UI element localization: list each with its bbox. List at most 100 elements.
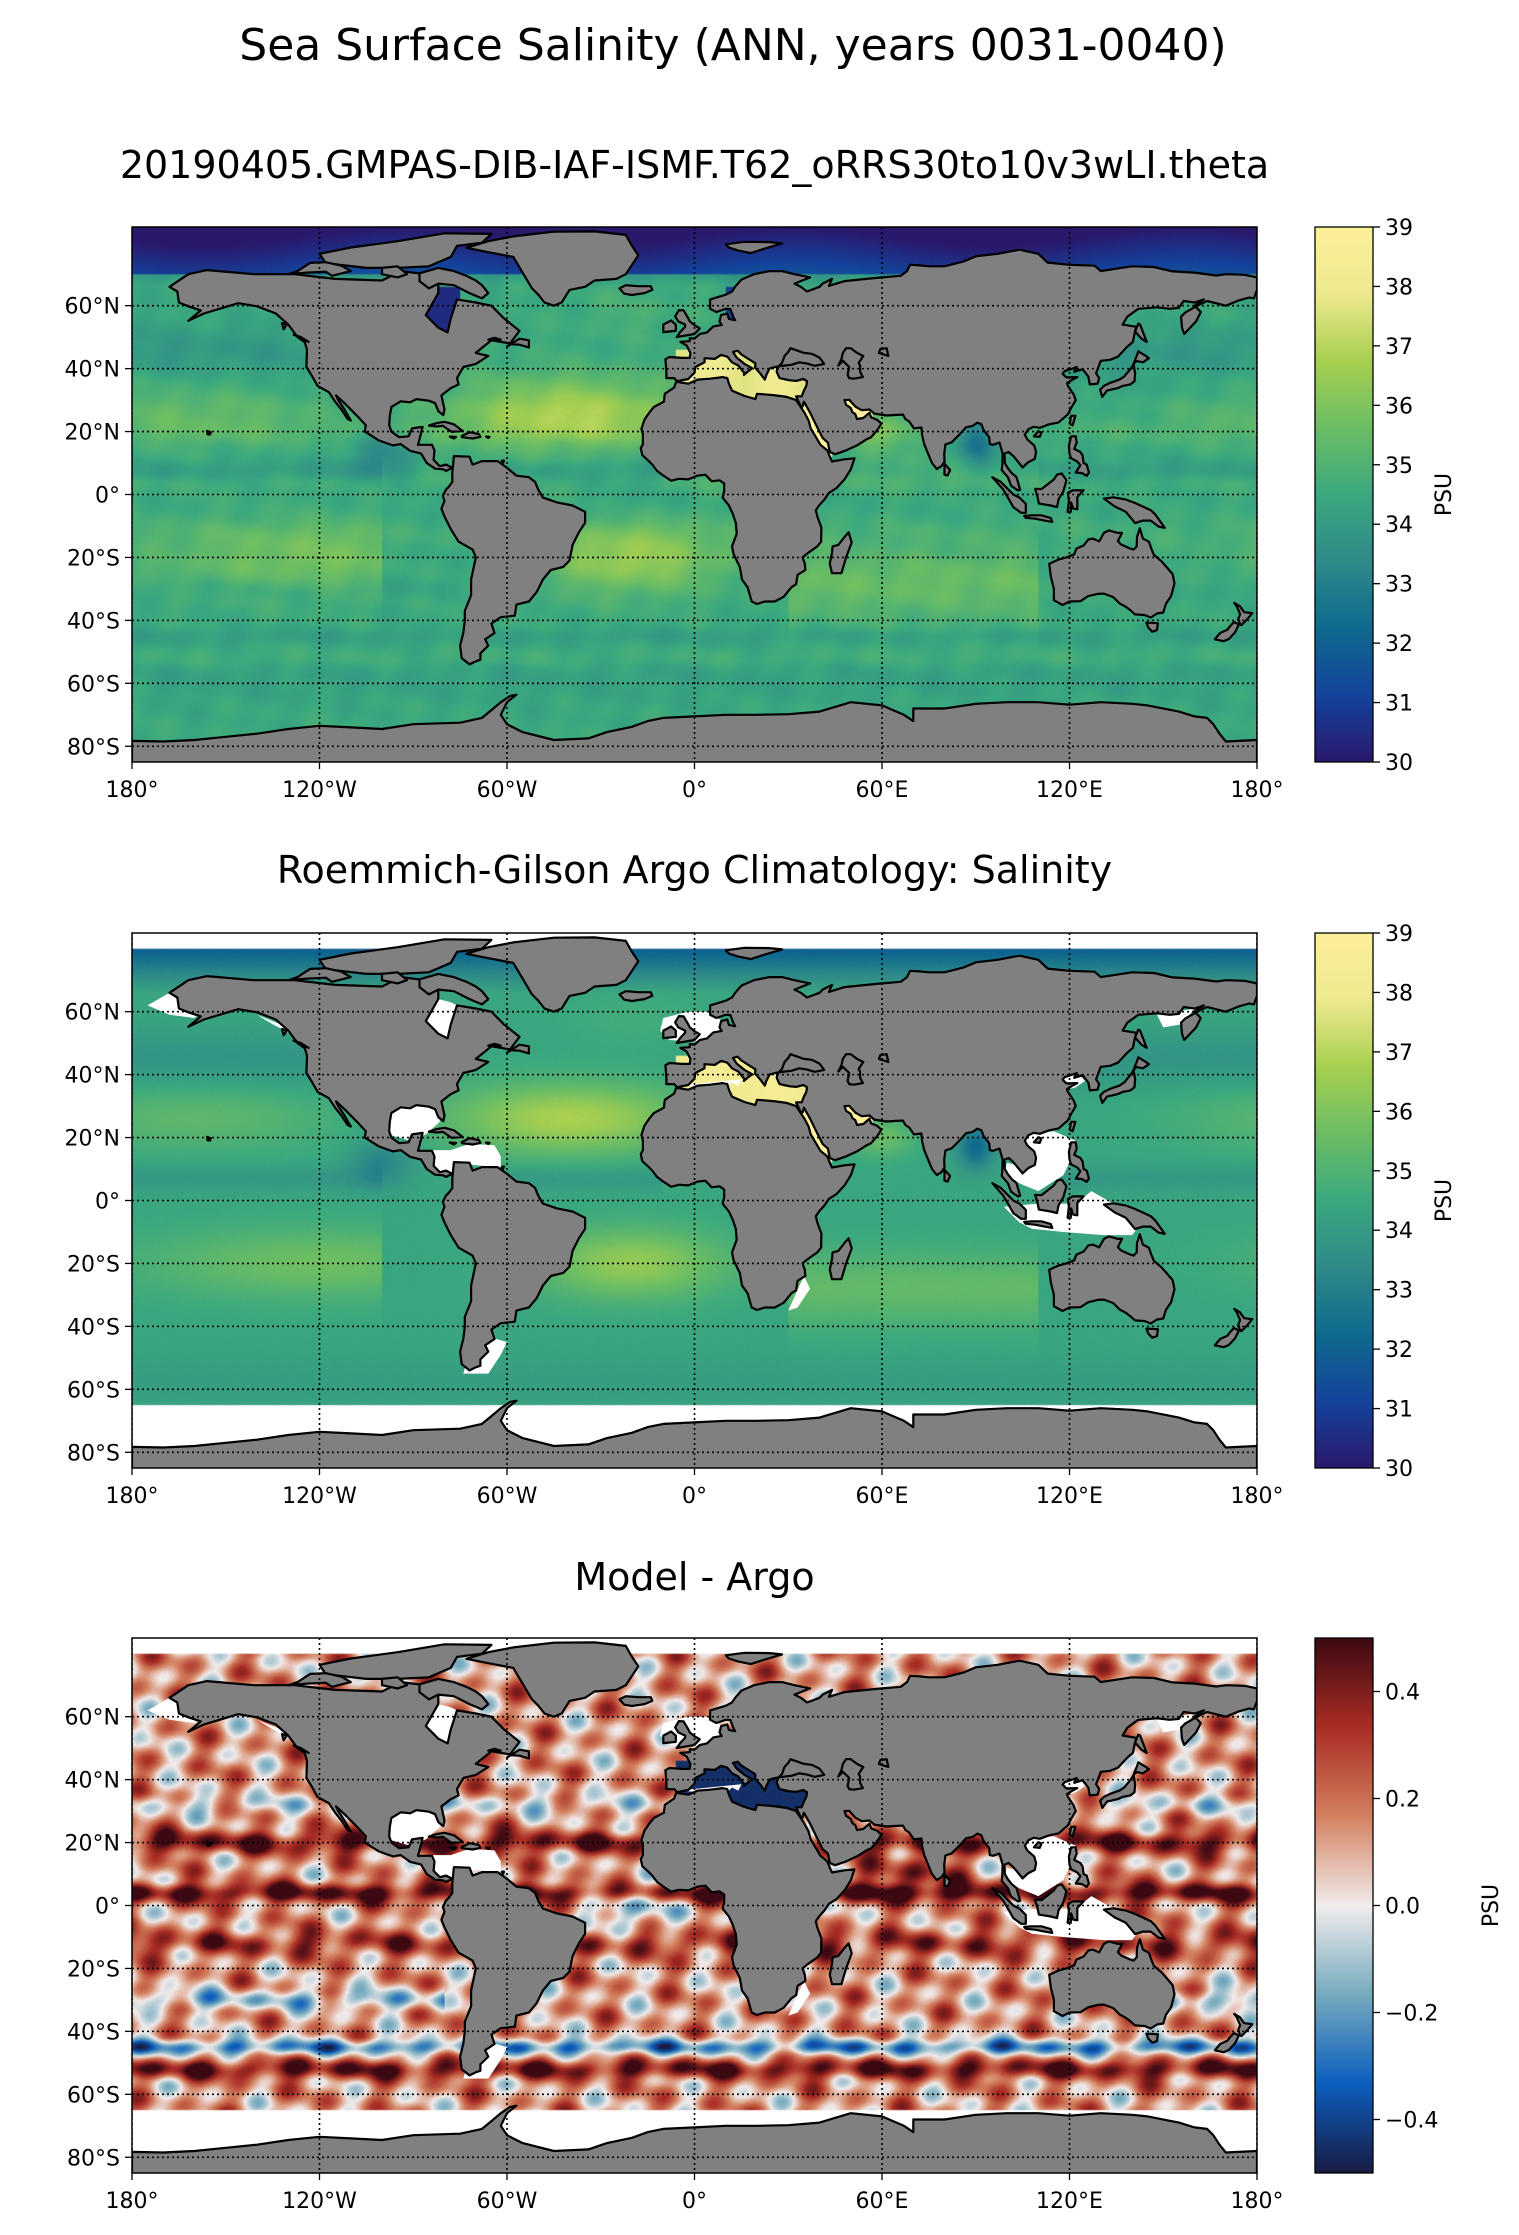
no-data-region xyxy=(788,1276,811,1311)
map-panel-argo: Roemmich-Gilson Argo Climatology: Salini… xyxy=(65,848,1284,1509)
y-tick-label: 40°N xyxy=(65,358,120,383)
land-mass xyxy=(1068,1120,1077,1133)
y-tick-label: 60°N xyxy=(65,1001,120,1026)
colorbar-gradient xyxy=(1314,932,1374,1469)
colorbar-tick-label: 37 xyxy=(1385,1041,1413,1066)
y-tick-label: 60°N xyxy=(65,295,120,320)
land-mass xyxy=(1213,2031,1241,2054)
land-mass xyxy=(828,1237,853,1281)
land-mass xyxy=(292,1744,310,1755)
land-mass xyxy=(1033,1178,1068,1215)
land-mass xyxy=(1213,1326,1241,1349)
land-mass xyxy=(505,1748,531,1760)
land-mass xyxy=(500,1165,505,1170)
x-tick-label: 180° xyxy=(1231,2189,1284,2214)
land-mass xyxy=(1233,2012,1254,2038)
colorbar-tick-label: 0.4 xyxy=(1385,1681,1420,1706)
colorbar-label: PSU xyxy=(1479,1884,1504,1927)
land-mass xyxy=(664,248,1257,492)
land-mass xyxy=(280,1027,288,1037)
land-mass xyxy=(1133,1028,1148,1050)
land-mass xyxy=(418,1677,490,1711)
figure-title: Sea Surface Salinity (ANN, years 0031-00… xyxy=(239,20,1226,71)
land-mass xyxy=(448,435,458,440)
land-mass xyxy=(500,459,505,464)
y-tick-label: 20°S xyxy=(67,1957,120,1982)
x-tick-label: 120°W xyxy=(282,1484,357,1509)
land-mass xyxy=(460,431,482,440)
x-tick-label: 180° xyxy=(1231,1484,1284,1509)
colorbar-tick-label: −0.2 xyxy=(1385,2002,1438,2027)
land-mass xyxy=(1023,1220,1054,1230)
colorbar-tick-label: 32 xyxy=(1385,1338,1413,1363)
land-mass xyxy=(828,531,853,575)
land-mass xyxy=(448,1141,458,1146)
colorbar-label: PSU xyxy=(1432,473,1457,516)
x-tick-label: 0° xyxy=(682,2189,707,2214)
colorbar-gradient xyxy=(1314,226,1374,763)
land-mass xyxy=(1132,1056,1151,1071)
land-mass xyxy=(837,1758,865,1791)
y-tick-label: 60°S xyxy=(67,2083,120,2108)
land-mass xyxy=(505,1043,531,1055)
land-mass xyxy=(724,946,784,961)
x-tick-label: 60°E xyxy=(856,2189,909,2214)
land-mass xyxy=(440,1865,587,2077)
land-mass xyxy=(673,1719,701,1750)
map-panel-model: 20190405.GMPAS-DIB-IAF-ISMF.T62_oRRS30to… xyxy=(65,143,1284,803)
land-mass xyxy=(837,1053,865,1086)
y-tick-label: 40°S xyxy=(67,609,120,634)
colorbar-tick-label: 35 xyxy=(1385,454,1413,479)
y-tick-label: 40°N xyxy=(65,1064,120,1089)
y-tick-label: 80°S xyxy=(67,735,120,760)
land-mass xyxy=(943,462,952,477)
colorbar-label: PSU xyxy=(1432,1179,1457,1222)
land-mass xyxy=(1132,350,1151,365)
x-tick-label: 120°W xyxy=(282,778,357,803)
land-mass xyxy=(500,1870,505,1875)
no-data-region xyxy=(1003,1836,1076,1897)
land-mass xyxy=(1068,414,1077,427)
land-mass xyxy=(662,1730,677,1745)
land-mass xyxy=(465,1641,640,1718)
land-mass xyxy=(1102,1202,1166,1236)
y-tick-label: 40°S xyxy=(67,2020,120,2045)
y-tick-label: 60°N xyxy=(65,1706,120,1731)
land-mass xyxy=(280,1732,288,1742)
x-tick-label: 60°E xyxy=(856,1484,909,1509)
land-mass xyxy=(485,1141,491,1146)
y-tick-label: 0° xyxy=(95,484,120,509)
y-tick-label: 20°N xyxy=(65,1832,120,1857)
land-mass xyxy=(380,265,409,279)
land-mass xyxy=(487,1747,502,1752)
land-mass xyxy=(292,333,310,343)
land-mass xyxy=(485,435,491,439)
y-tick-label: 60°S xyxy=(67,672,120,697)
land-mass xyxy=(1098,362,1137,398)
colorbar-tick-label: 39 xyxy=(1385,922,1413,947)
land-mass xyxy=(1032,1136,1043,1145)
land-mass xyxy=(380,1676,409,1690)
colorbar-tick-label: 33 xyxy=(1385,573,1413,598)
x-tick-label: 0° xyxy=(682,1484,707,1509)
land-mass xyxy=(1033,1883,1068,1920)
colorbar-model: 30 31 32 33 34 35 36 37 38 39 PSU xyxy=(1314,216,1457,776)
land-mass xyxy=(1068,1825,1077,1838)
land-mass xyxy=(991,1887,1027,1925)
x-tick-label: 120°E xyxy=(1036,778,1103,803)
land-mass xyxy=(1048,1938,1176,2030)
land-mass xyxy=(418,266,490,300)
panel-title-argo: Roemmich-Gilson Argo Climatology: Salini… xyxy=(277,848,1112,892)
land-mass xyxy=(877,1053,890,1064)
colorbar-tick-label: 33 xyxy=(1385,1279,1413,1304)
land-mass xyxy=(168,269,521,472)
land-mass xyxy=(1066,1195,1085,1219)
land-mass xyxy=(673,309,701,339)
colorbar-tick-label: 36 xyxy=(1385,394,1413,419)
land-mass xyxy=(318,938,493,976)
land-mass xyxy=(1098,1773,1137,1810)
land-mass xyxy=(487,1042,502,1047)
land-mass xyxy=(1023,514,1054,524)
colorbar-diff: −0.4 −0.2 0.0 0.2 0.4 PSU xyxy=(1314,1637,1504,2174)
land-mass xyxy=(1048,527,1176,619)
